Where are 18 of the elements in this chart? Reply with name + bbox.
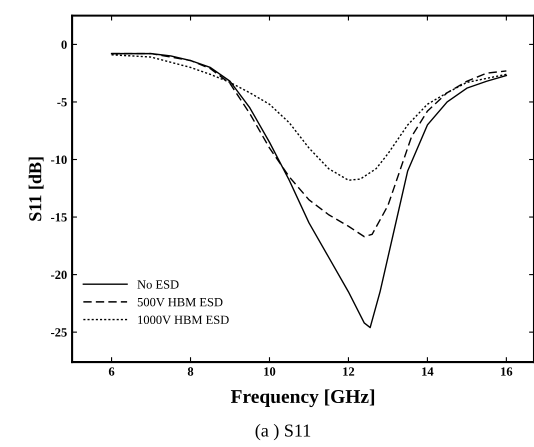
y-tick-label: -20 xyxy=(51,270,67,280)
x-tick-label: 12 xyxy=(343,367,354,376)
x-tick-label: 14 xyxy=(422,367,434,376)
x-tick-label: 6 xyxy=(108,367,114,376)
x-axis-title: Frequency [GHz] xyxy=(230,389,374,408)
y-tick-label: -10 xyxy=(51,156,67,164)
y-tick-label: -15 xyxy=(51,213,67,222)
y-tick-label: 0 xyxy=(61,40,67,49)
y-tick-label: -5 xyxy=(57,98,67,106)
x-tick-label: 10 xyxy=(264,367,276,376)
x-tick-label: 16 xyxy=(501,367,512,376)
y-axis-title: S11 [dB] xyxy=(28,157,44,221)
legend-label: 500V HBM ESD xyxy=(138,298,222,306)
y-tick-label: -25 xyxy=(51,328,67,337)
x-tick-label: 8 xyxy=(188,367,194,376)
text: (a ) S11 xyxy=(256,424,310,440)
legend-label: 1000V HBM ESD xyxy=(138,316,229,324)
legend-label: No ESD xyxy=(137,280,179,289)
